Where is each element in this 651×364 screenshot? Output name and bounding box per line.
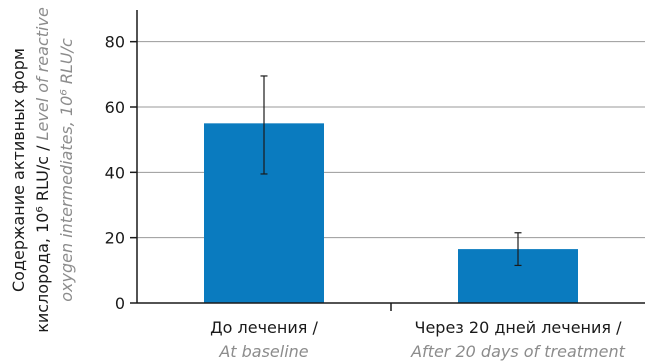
x-label-en-1: After 20 days of treatment xyxy=(410,342,626,361)
x-label-ru-1: Через 20 дней лечения / xyxy=(414,318,622,337)
y-axis-title-line2: кислорода, 10⁶ RLU/с / Level of reactive xyxy=(33,7,52,333)
y-axis-title-line1: Содержание активных форм xyxy=(9,48,28,292)
error-bars xyxy=(260,75,522,267)
x-label-en-0: At baseline xyxy=(218,342,308,361)
y-axis-title-line3: oxygen intermediates, 10⁶ RLU/c xyxy=(57,38,76,302)
y-tick-label-0: 0 xyxy=(115,294,125,313)
y-axis-title-line2-en: Level of reactive xyxy=(33,7,52,140)
x-label-ru-0: До лечения / xyxy=(210,318,318,337)
y-tick-label-20: 20 xyxy=(105,229,125,248)
y-ticks: 0 20 40 60 80 xyxy=(105,33,137,313)
y-tick-label-60: 60 xyxy=(105,98,125,117)
y-axis-title: Содержание активных форм кислорода, 10⁶ … xyxy=(9,7,76,333)
y-tick-label-40: 40 xyxy=(105,163,125,182)
y-tick-label-80: 80 xyxy=(105,33,125,52)
x-labels: До лечения / At baseline Через 20 дней леч… xyxy=(210,303,626,361)
y-axis-title-line2-ru: кислорода, 10⁶ RLU/с / xyxy=(33,140,52,332)
bars xyxy=(204,123,578,303)
